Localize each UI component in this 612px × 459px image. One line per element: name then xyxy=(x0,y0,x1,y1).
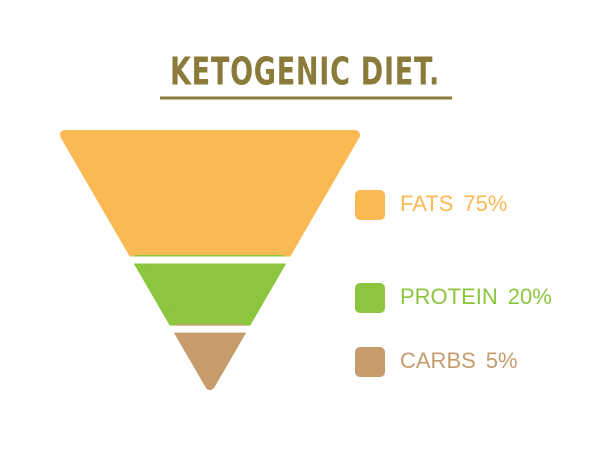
chart-title: KETOGENIC DIET. xyxy=(170,50,440,94)
legend-value: 20% xyxy=(508,284,552,309)
legend-value: 5% xyxy=(486,348,518,373)
legend-category: FATS xyxy=(400,191,453,216)
legend-value: 75% xyxy=(463,191,507,216)
funnel-segment xyxy=(132,255,288,335)
legend-label: FATS 75% xyxy=(400,191,507,216)
legend-label: PROTEIN 20% xyxy=(400,284,552,309)
funnel-segment xyxy=(60,130,360,265)
legend-swatch xyxy=(355,190,385,220)
legend-swatch xyxy=(355,347,385,377)
legend-label: CARBS 5% xyxy=(400,348,518,373)
legend-swatch xyxy=(355,283,385,313)
legend-category: PROTEIN xyxy=(400,284,498,309)
legend-category: CARBS xyxy=(400,348,476,373)
funnel-segment xyxy=(172,324,248,390)
